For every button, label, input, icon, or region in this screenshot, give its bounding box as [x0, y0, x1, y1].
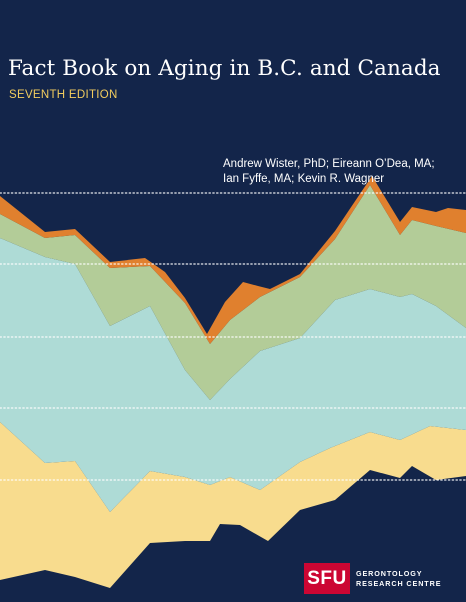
teal-area: [0, 238, 466, 512]
green-area: [0, 185, 466, 400]
book-title: Fact Book on Aging in B.C. and Canada: [8, 56, 441, 81]
sfu-gerontology-logo: SFU GERONTOLOGY RESEARCH CENTRE: [304, 563, 441, 594]
authors-line-1: Andrew Wister, PhD; Eireann O’Dea, MA;: [223, 158, 435, 170]
logo-line-2: RESEARCH CENTRE: [356, 578, 442, 588]
sfu-logo-box: SFU: [304, 563, 350, 594]
dotted-gridlines: [0, 192, 466, 481]
research-centre-name: GERONTOLOGY RESEARCH CENTRE: [356, 569, 441, 589]
logo-line-1: GERONTOLOGY: [356, 568, 423, 578]
authors-block: Andrew Wister, PhD; Eireann O’Dea, MA; I…: [223, 157, 435, 187]
authors-line-2: Ian Fyffe, MA; Kevin R. Wagner: [223, 173, 385, 185]
edition-label: SEVENTH EDITION: [9, 89, 118, 101]
orange-area: [0, 176, 466, 344]
